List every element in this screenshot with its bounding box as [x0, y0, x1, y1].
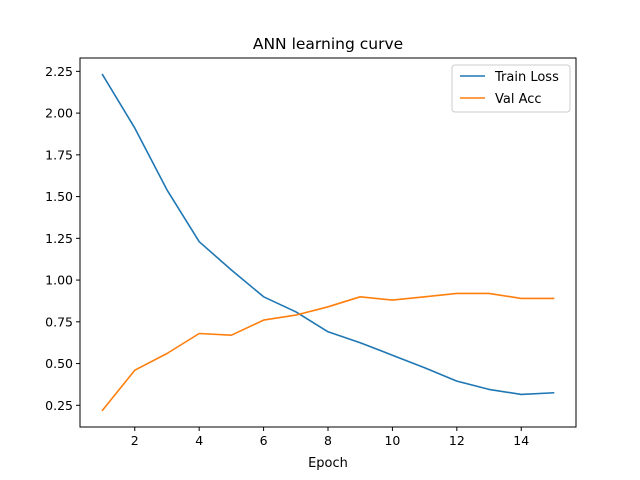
legend-label-train-loss: Train Loss — [494, 70, 559, 85]
x-tick-label: 6 — [260, 433, 268, 448]
y-tick-label: 2.00 — [45, 106, 73, 121]
plot-frame — [79, 57, 577, 428]
y-tick-label: 1.00 — [45, 273, 73, 288]
legend: Train Loss Val Acc — [451, 64, 571, 113]
x-axis-label: Epoch — [308, 456, 348, 471]
chart-title: ANN learning curve — [253, 35, 403, 53]
series-line-train-loss — [101, 73, 555, 396]
x-axis-ticks: 2 4 6 8 10 12 14 — [131, 427, 529, 448]
x-tick-label: 14 — [513, 433, 529, 448]
y-tick-label: 1.50 — [45, 189, 73, 204]
legend-label-val-acc: Val Acc — [495, 92, 542, 107]
y-axis-ticks: 0.25 0.50 0.75 1.00 1.25 1.50 1.75 2.00 2.25 — [45, 64, 80, 413]
y-tick-label: 1.75 — [45, 147, 73, 162]
y-tick-label: 1.25 — [45, 231, 73, 246]
x-tick-label: 8 — [324, 433, 332, 448]
x-tick-label: 2 — [131, 433, 139, 448]
y-tick-label: 0.75 — [45, 314, 73, 329]
x-tick-label: 10 — [384, 433, 400, 448]
y-tick-label: 2.25 — [45, 64, 73, 79]
x-tick-label: 4 — [195, 433, 203, 448]
series-lines — [101, 73, 555, 412]
series-line-val-acc — [101, 292, 555, 412]
y-tick-label: 0.50 — [45, 356, 73, 371]
y-tick-label: 0.25 — [45, 398, 73, 413]
x-tick-label: 12 — [449, 433, 465, 448]
